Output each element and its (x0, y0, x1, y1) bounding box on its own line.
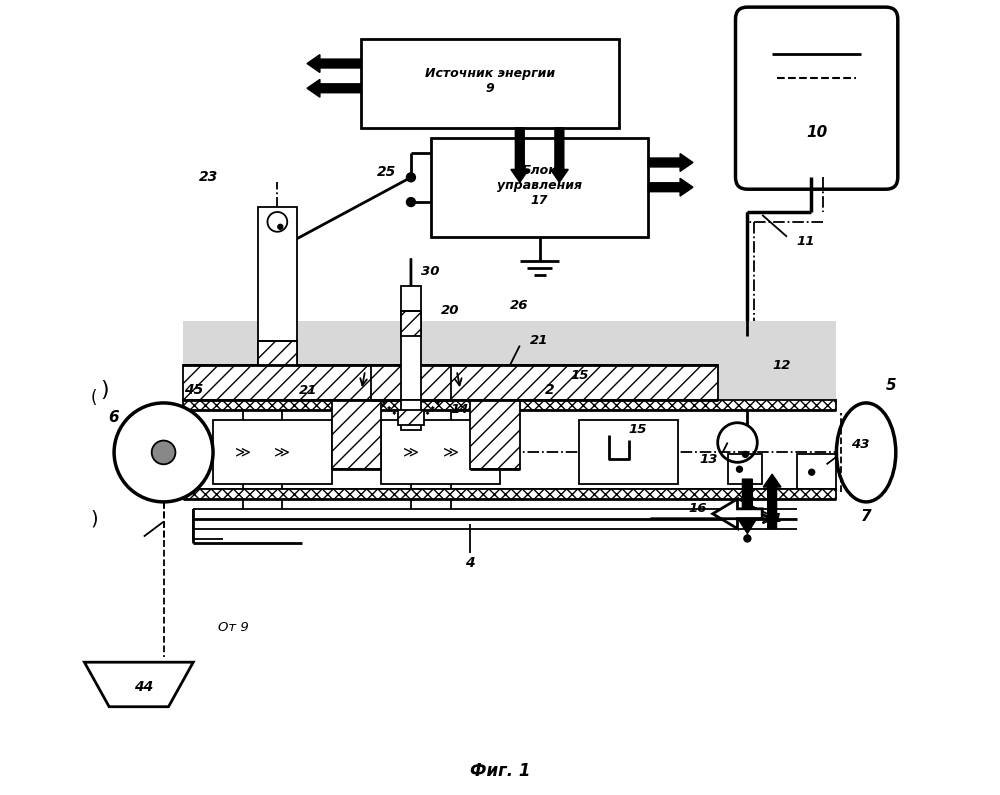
Text: ≫: ≫ (443, 444, 459, 460)
Polygon shape (713, 499, 762, 529)
Bar (183, 489, 836, 499)
Polygon shape (735, 479, 760, 533)
Bar (361, 39, 619, 128)
Bar (728, 455, 762, 484)
Bar (213, 420, 332, 484)
Bar (431, 138, 648, 237)
Text: 5: 5 (886, 378, 897, 393)
Bar (733, 375, 762, 395)
Bar (579, 420, 678, 484)
Text: 5: 5 (767, 506, 778, 522)
Circle shape (406, 198, 415, 207)
Polygon shape (307, 80, 361, 97)
Polygon shape (550, 128, 568, 182)
Text: 23: 23 (199, 170, 218, 184)
Text: 25: 25 (377, 165, 396, 180)
Text: ): ) (90, 510, 98, 528)
Text: 20: 20 (441, 304, 459, 317)
Text: 21: 21 (298, 383, 317, 397)
Text: ≫: ≫ (274, 444, 290, 460)
Text: 12: 12 (772, 359, 791, 372)
Polygon shape (648, 178, 693, 196)
Polygon shape (648, 153, 693, 172)
Bar (470, 400, 520, 469)
Text: 11: 11 (797, 235, 815, 248)
FancyBboxPatch shape (736, 7, 898, 189)
Circle shape (407, 322, 415, 330)
Bar (381, 420, 500, 484)
Text: 21: 21 (530, 334, 548, 347)
Text: Источник энергии
9: Источник энергии 9 (425, 68, 555, 95)
Text: Блок
управления
17: Блок управления 17 (497, 164, 582, 207)
Text: 15: 15 (629, 423, 647, 436)
Bar (401, 400, 421, 429)
Text: 14: 14 (451, 403, 469, 417)
Circle shape (267, 212, 287, 232)
Text: ≫: ≫ (403, 444, 419, 460)
Polygon shape (307, 55, 361, 72)
Text: 2: 2 (545, 383, 554, 397)
Bar (258, 340, 297, 366)
Circle shape (152, 440, 175, 464)
Text: (: ( (91, 389, 97, 407)
Bar (183, 366, 718, 400)
Bar (371, 366, 451, 400)
Text: 45: 45 (184, 383, 203, 397)
Bar (401, 311, 421, 335)
Text: 10: 10 (806, 126, 827, 140)
Circle shape (114, 403, 213, 502)
Text: 30: 30 (421, 265, 439, 277)
Text: 13: 13 (699, 453, 718, 466)
Bar (183, 400, 836, 410)
Circle shape (744, 535, 751, 542)
Text: 16: 16 (689, 502, 707, 515)
Text: ≫: ≫ (235, 444, 251, 460)
Text: ): ) (100, 380, 109, 400)
Circle shape (736, 467, 742, 472)
Bar (332, 400, 381, 469)
Text: 15: 15 (571, 369, 589, 382)
Text: 6: 6 (108, 410, 119, 425)
Text: 4: 4 (466, 556, 475, 570)
Circle shape (278, 224, 283, 229)
Circle shape (809, 469, 815, 475)
Bar (401, 286, 421, 400)
Ellipse shape (836, 403, 896, 502)
Text: Фиг. 1: Фиг. 1 (470, 762, 530, 780)
Bar (258, 207, 297, 366)
Text: 7: 7 (861, 510, 871, 524)
Text: 44: 44 (134, 680, 153, 694)
Circle shape (406, 173, 415, 182)
Text: 43: 43 (851, 438, 870, 451)
Bar (398, 410, 424, 425)
Text: 1: 1 (772, 512, 781, 525)
Text: 26: 26 (510, 300, 528, 312)
Bar (797, 455, 836, 489)
Polygon shape (511, 128, 529, 182)
Polygon shape (763, 474, 781, 529)
Text: От 9: От 9 (218, 621, 249, 634)
Bar (183, 321, 836, 410)
Circle shape (742, 452, 748, 457)
